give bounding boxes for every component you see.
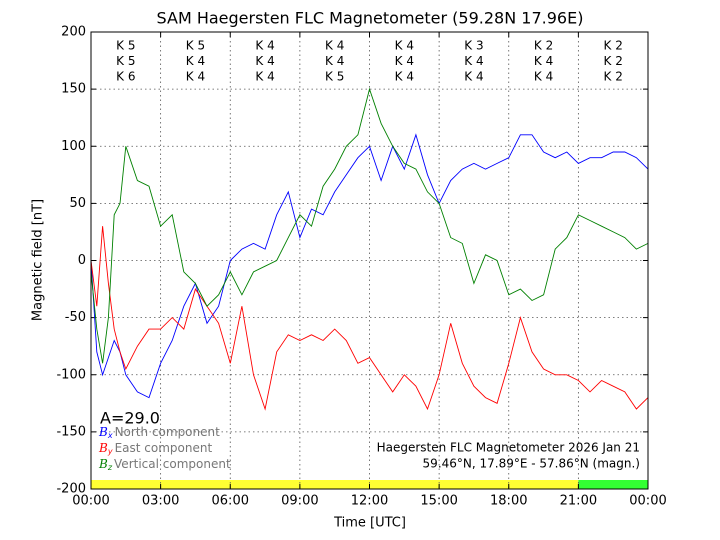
k-index-label: K 5 — [186, 39, 205, 53]
k-index-label: K 4 — [255, 70, 274, 84]
k-index-label: K 6 — [116, 70, 135, 84]
series-line — [90, 133, 649, 399]
activity-bar-segment — [91, 480, 579, 489]
series-line — [90, 226, 649, 411]
legend-symbol: B — [98, 425, 108, 439]
legend-entry: By East component — [98, 441, 212, 456]
activity-index: A=29.0 — [100, 409, 160, 428]
legend-entry: Bz Vertical component — [98, 457, 231, 472]
k-index-label: K 4 — [255, 54, 274, 68]
legend-name: Vertical component — [114, 457, 231, 471]
plot-frame — [90, 31, 649, 490]
y-tick-label: -150 — [56, 424, 86, 439]
k-index-label: K 5 — [325, 70, 344, 84]
y-tick-label: -200 — [56, 482, 86, 497]
x-tick-label: 09:00 — [281, 494, 318, 509]
k-index-label: K 4 — [255, 39, 274, 53]
y-tick-label: 200 — [61, 25, 86, 40]
y-tick-label: -100 — [56, 367, 86, 382]
legend-entry: Bx North component — [98, 425, 220, 440]
x-tick-label: 00:00 — [629, 494, 666, 509]
legend-name: North component — [115, 425, 221, 439]
k-index-label: K 4 — [534, 70, 553, 84]
legend-subscript: x — [107, 431, 113, 440]
x-tick-label: 03:00 — [142, 494, 179, 509]
x-tick-label: 18:00 — [490, 494, 527, 509]
x-tick-label: 21:00 — [560, 494, 597, 509]
y-tick-label: 0 — [78, 253, 86, 268]
legend-symbol: B — [98, 457, 108, 471]
y-axis-label: Magnetic field [nT] — [31, 199, 46, 321]
chart-title: SAM Haegersten FLC Magnetometer (59.28N … — [157, 9, 584, 28]
y-tick-label: -50 — [65, 310, 86, 325]
y-tick-label: 100 — [61, 139, 86, 154]
k-index-label: K 4 — [186, 54, 205, 68]
k-index-label: K 2 — [534, 39, 553, 53]
k-index-label: K 5 — [116, 54, 135, 68]
k-index-label: K 4 — [395, 70, 414, 84]
k-index-label: K 4 — [395, 39, 414, 53]
k-index-label: K 4 — [395, 54, 414, 68]
y-tick-label: 50 — [69, 196, 86, 211]
x-axis-label: Time [UTC] — [333, 516, 406, 531]
k-index-label: K 3 — [464, 39, 483, 53]
legend-symbol: B — [98, 441, 108, 455]
activity-bar-segment — [578, 480, 648, 489]
x-tick-label: 15:00 — [420, 494, 457, 509]
x-tick-label: 00:00 — [72, 494, 109, 509]
k-index-label: K 4 — [464, 70, 483, 84]
series-line — [90, 87, 649, 364]
k-index-label: K 4 — [325, 39, 344, 53]
k-index-label: K 4 — [186, 70, 205, 84]
legend-subscript: z — [107, 463, 113, 472]
coordinates-note: 59.46°N, 17.89°E - 57.86°N (magn.) — [423, 457, 640, 471]
y-tick-label: 150 — [61, 82, 86, 97]
legend-subscript: y — [107, 447, 113, 456]
k-index-label: K 2 — [604, 54, 623, 68]
k-index-label: K 4 — [534, 54, 553, 68]
k-index-label: K 5 — [116, 39, 135, 53]
x-tick-label: 12:00 — [351, 494, 388, 509]
k-index-label: K 2 — [604, 70, 623, 84]
station-note: Haegersten FLC Magnetometer 2026 Jan 21 — [377, 441, 640, 455]
k-index-label: K 4 — [464, 54, 483, 68]
x-tick-label: 06:00 — [212, 494, 249, 509]
k-index-label: K 4 — [325, 54, 344, 68]
k-index-label: K 2 — [604, 39, 623, 53]
legend-name: East component — [115, 441, 213, 455]
